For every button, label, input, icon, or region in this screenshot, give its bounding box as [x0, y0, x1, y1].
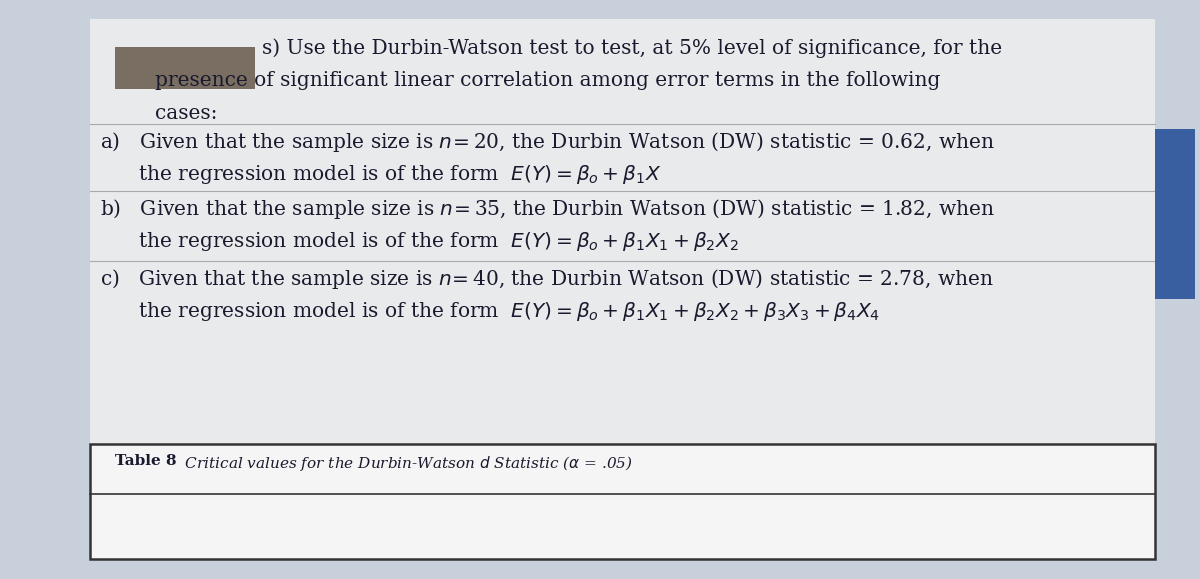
- Bar: [90, 444, 1154, 559]
- Text: Table 8: Table 8: [115, 454, 176, 468]
- Bar: [1154, 129, 1195, 299]
- Text: cases:: cases:: [155, 104, 217, 123]
- Text: a)   Given that the sample size is $n\!=$20, the Durbin Watson (DW) statistic = : a) Given that the sample size is $n\!=$2…: [100, 130, 995, 154]
- Text: c)   Given that the sample size is $n\!=$40, the Durbin Watson (DW) statistic = : c) Given that the sample size is $n\!=$4…: [100, 267, 994, 291]
- Text: b)   Given that the sample size is $n\!=$35, the Durbin Watson (DW) statistic = : b) Given that the sample size is $n\!=$3…: [100, 197, 995, 221]
- Text: the regression model is of the form  $E(Y) = \beta_o + \beta_1 X_1 + \beta_2 X_2: the regression model is of the form $E(Y…: [100, 230, 739, 253]
- Text: s) Use the Durbin-Watson test to test, at 5% level of significance, for the: s) Use the Durbin-Watson test to test, a…: [262, 38, 1002, 58]
- Bar: [90, 19, 1154, 559]
- Text: the regression model is of the form  $E(Y) = \beta_o + \beta_1 X$: the regression model is of the form $E(Y…: [100, 163, 661, 186]
- Text: the regression model is of the form  $E(Y) = \beta_o + \beta_1 X_1 + \beta_2 X_2: the regression model is of the form $E(Y…: [100, 300, 880, 323]
- Text: presence of significant linear correlation among error terms in the following: presence of significant linear correlati…: [155, 71, 941, 90]
- Bar: [115, 47, 256, 89]
- Text: Critical values for the Durbin-Watson $d$ Statistic ($\alpha$ = .05): Critical values for the Durbin-Watson $d…: [175, 454, 632, 473]
